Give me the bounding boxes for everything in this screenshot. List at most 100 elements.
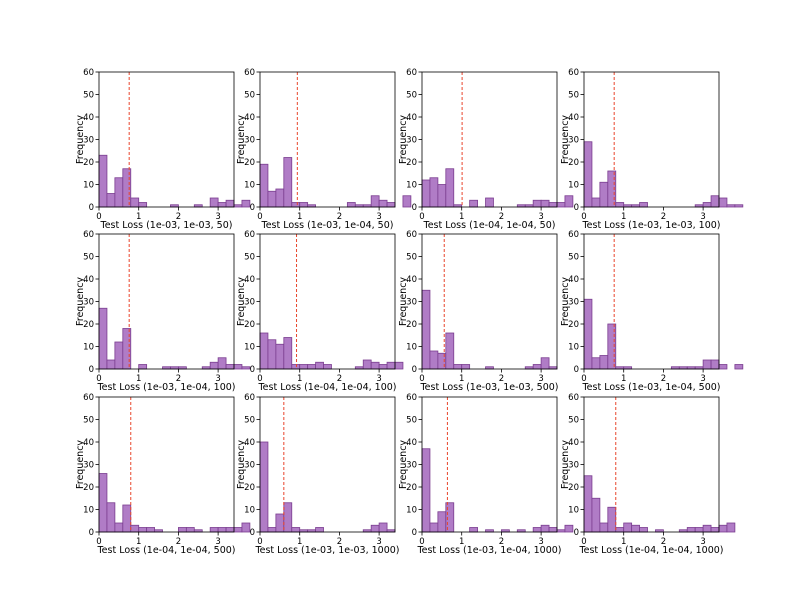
histogram-bar xyxy=(639,527,648,533)
y-axis-label: Frequency xyxy=(236,440,247,489)
histogram-bar xyxy=(469,527,478,533)
histogram-bar xyxy=(315,361,324,370)
histogram-bar xyxy=(556,529,566,533)
histogram-bar xyxy=(275,188,285,208)
y-tick-label: 40 xyxy=(568,438,579,448)
histogram-bar xyxy=(291,527,301,533)
axes-frame xyxy=(583,233,720,370)
y-axis-label: Frequency xyxy=(560,277,571,326)
y-tick-label: 60 xyxy=(568,230,579,240)
histogram-bar xyxy=(548,527,558,533)
y-tick-label: 50 xyxy=(244,416,255,426)
histogram-bar xyxy=(453,364,463,370)
histogram-bar xyxy=(615,527,625,533)
histogram-bar xyxy=(146,527,155,533)
x-tick-label: 0 xyxy=(581,374,586,384)
y-tick-label: 30 xyxy=(83,461,94,471)
y-tick-label: 40 xyxy=(406,438,417,448)
histogram-bar xyxy=(564,524,574,533)
histogram-bar xyxy=(556,202,566,208)
y-tick-label: 40 xyxy=(244,275,255,285)
histogram-bar xyxy=(323,364,332,370)
histogram-bar xyxy=(299,364,309,370)
x-tick-label: 2 xyxy=(337,212,342,222)
histogram-bar xyxy=(461,364,471,370)
y-tick-label: 40 xyxy=(244,113,255,123)
y-tick-label: 40 xyxy=(83,113,94,123)
histogram-bar xyxy=(710,527,720,533)
y-tick-label: 0 xyxy=(250,365,255,375)
histogram-bar xyxy=(291,202,301,208)
x-tick-label: 3 xyxy=(700,374,705,384)
y-tick-label: 10 xyxy=(244,181,255,191)
histogram-bar xyxy=(106,359,116,370)
histogram-bar xyxy=(734,204,744,208)
histogram-bar xyxy=(718,524,728,533)
y-tick-label: 40 xyxy=(568,275,579,285)
y-tick-label: 0 xyxy=(89,365,94,375)
histogram-bar xyxy=(702,202,712,208)
histogram-bar xyxy=(591,197,601,208)
x-tick-label: 1 xyxy=(621,212,626,222)
axes-frame xyxy=(259,71,396,208)
x-tick-label: 1 xyxy=(136,374,141,384)
x-axis-label: Test Loss (1e-03, 1e-03, 100) xyxy=(581,220,720,231)
histogram-bar xyxy=(623,522,633,533)
histogram-bar xyxy=(548,202,558,208)
y-tick-label: 30 xyxy=(244,298,255,308)
x-tick-label: 3 xyxy=(700,212,705,222)
y-tick-label: 0 xyxy=(574,528,579,538)
histogram-bar xyxy=(540,199,550,208)
y-tick-label: 60 xyxy=(244,393,255,403)
histogram-bar xyxy=(394,361,404,370)
y-tick-label: 20 xyxy=(568,483,579,493)
y-tick-label: 10 xyxy=(406,181,417,191)
histogram-bar xyxy=(315,527,324,533)
histogram-bar xyxy=(185,527,195,533)
histogram-bar xyxy=(283,502,293,533)
histogram-bar xyxy=(485,197,494,208)
x-tick-label: 3 xyxy=(538,374,543,384)
y-tick-label: 40 xyxy=(83,275,94,285)
y-tick-label: 30 xyxy=(406,461,417,471)
x-tick-label: 0 xyxy=(419,374,424,384)
y-tick-label: 20 xyxy=(568,320,579,330)
x-tick-label: 1 xyxy=(621,374,626,384)
x-tick-label: 1 xyxy=(459,537,464,547)
histogram-bar xyxy=(564,195,574,208)
x-axis-label: Test Loss (1e-04, 1e-04, 1000) xyxy=(578,545,723,556)
x-tick-label: 1 xyxy=(136,212,141,222)
y-tick-label: 60 xyxy=(83,68,94,78)
histogram-bar xyxy=(217,202,227,208)
x-tick-label: 0 xyxy=(257,537,262,547)
histogram-bar xyxy=(241,366,251,370)
histogram-bar xyxy=(233,527,243,533)
histogram-bar xyxy=(631,524,640,533)
x-tick-label: 2 xyxy=(176,212,181,222)
histogram-bar xyxy=(469,199,478,208)
y-tick-label: 20 xyxy=(244,158,255,168)
y-tick-label: 30 xyxy=(568,298,579,308)
histogram-bar xyxy=(209,361,219,370)
histogram-bar xyxy=(217,527,227,533)
y-tick-label: 60 xyxy=(406,68,417,78)
histogram-bar xyxy=(267,527,277,533)
y-axis-label: Frequency xyxy=(75,277,86,326)
histogram-bar xyxy=(702,359,712,370)
histogram-bar xyxy=(114,177,124,208)
x-tick-label: 0 xyxy=(581,212,586,222)
x-tick-label: 0 xyxy=(257,374,262,384)
y-tick-label: 30 xyxy=(83,136,94,146)
histogram-bar xyxy=(599,522,609,533)
histogram-bar xyxy=(114,341,124,370)
x-axis-label: Test Loss (1e-04, 1e-04, 100) xyxy=(257,382,396,393)
x-axis-label: Test Loss (1e-03, 1e-03, 500) xyxy=(419,382,558,393)
histogram-bar xyxy=(370,361,380,370)
y-tick-label: 50 xyxy=(244,91,255,101)
histogram-bar xyxy=(718,197,728,208)
